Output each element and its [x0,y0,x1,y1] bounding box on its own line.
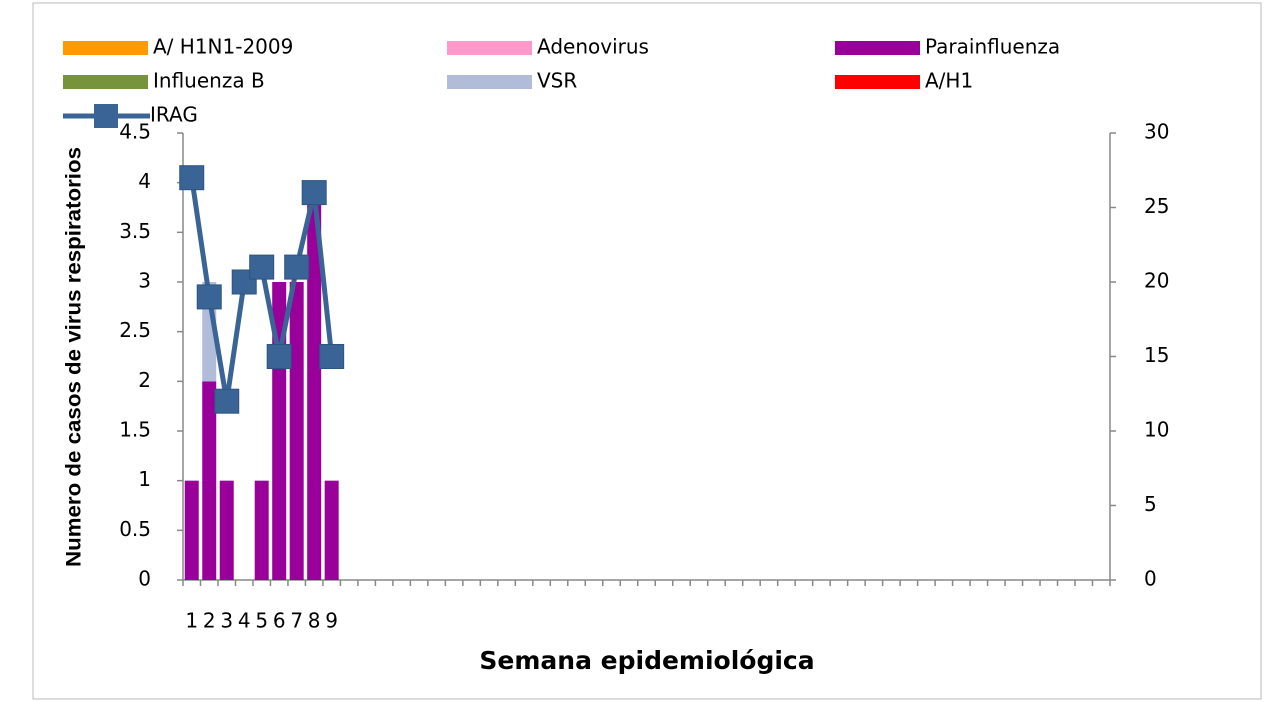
y-tick-label: 3.5 [119,219,151,243]
bar [307,182,322,580]
y-tick-label: 4 [138,169,151,193]
line-marker [301,180,327,206]
x-tick-label: 9 [325,609,338,633]
x-tick-label: 3 [220,609,233,633]
x-tick-label: 8 [308,609,321,633]
x-tick-label: 2 [203,609,216,633]
y2-tick-label: 30 [1144,120,1169,144]
legend-swatch [447,41,532,55]
x-tick-label: 5 [255,609,268,633]
x-tick-label: 1 [185,609,198,633]
bar [219,480,234,580]
legend-swatch [63,75,148,89]
bar [289,282,304,580]
x-tick-label: 7 [290,609,303,633]
y-axis-label: Numero de casos de virus respiratorios [63,147,86,567]
y-tick-label: 1 [138,467,151,491]
legend-label: Adenovirus [537,35,649,59]
y-tick-label: 1.5 [119,418,151,442]
y-tick-label: 2 [138,368,151,392]
legend-label: IRAG [150,103,198,127]
bar [324,480,339,580]
legend-swatch [94,104,118,128]
legend-swatch [835,75,920,89]
legend-swatch [835,41,920,55]
x-axis-label: Semana epidemiológica [479,646,814,675]
x-tick-label: 4 [238,609,251,633]
line-marker [284,254,310,280]
y2-tick-label: 15 [1144,343,1169,367]
line-marker [319,344,345,369]
x-tick-label: 6 [273,609,286,633]
chart-frame [32,2,1262,700]
bar [202,381,217,580]
y-tick-label: 0.5 [119,517,151,541]
y-tick-label: 2.5 [119,318,151,342]
y2-tick-label: 25 [1144,194,1169,218]
legend-label: Parainfluenza [925,35,1060,59]
legend-label: A/H1 [925,69,973,93]
legend-label: Influenza B [153,69,265,93]
bar [184,480,199,580]
line-marker [249,254,275,280]
y2-tick-label: 10 [1144,418,1169,442]
bar [254,480,269,580]
y2-tick-label: 20 [1144,269,1169,293]
line-marker [179,165,205,191]
y2-tick-label: 0 [1144,567,1157,591]
line-marker [266,344,292,369]
line-marker [196,284,222,310]
y-tick-label: 4.5 [119,120,151,144]
line-marker [214,388,240,414]
legend-label: VSR [537,69,577,93]
legend-label: A/ H1N1-2009 [153,35,293,59]
y-tick-label: 0 [138,567,151,591]
legend-swatch [63,41,148,55]
legend-swatch [447,75,532,89]
y2-tick-label: 5 [1144,492,1157,516]
y-tick-label: 3 [138,269,151,293]
